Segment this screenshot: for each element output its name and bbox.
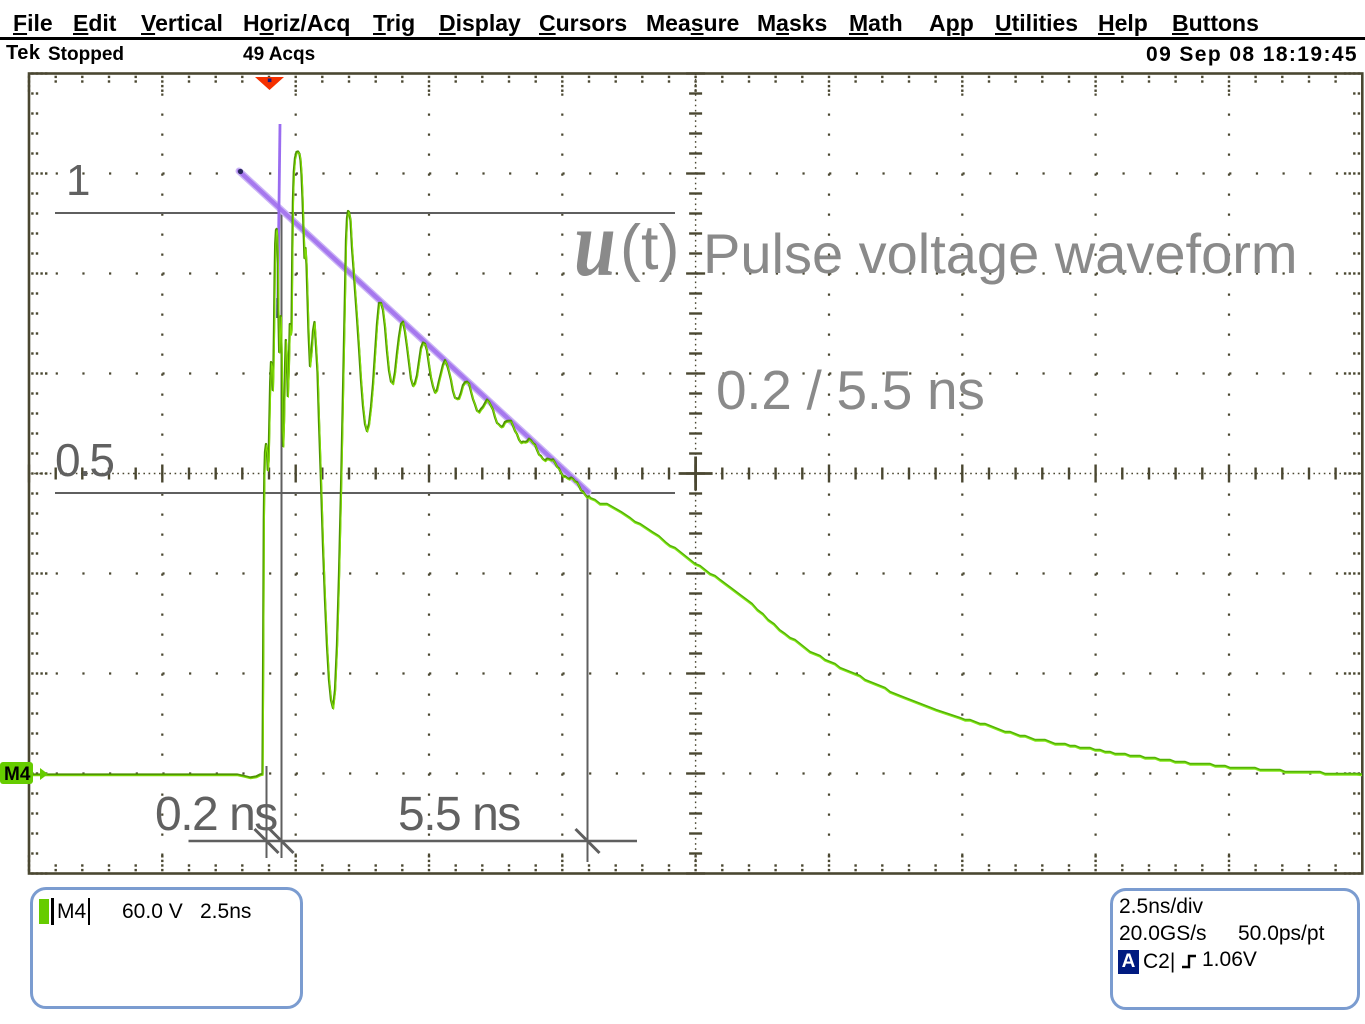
svg-text:M4: M4 — [4, 764, 31, 785]
